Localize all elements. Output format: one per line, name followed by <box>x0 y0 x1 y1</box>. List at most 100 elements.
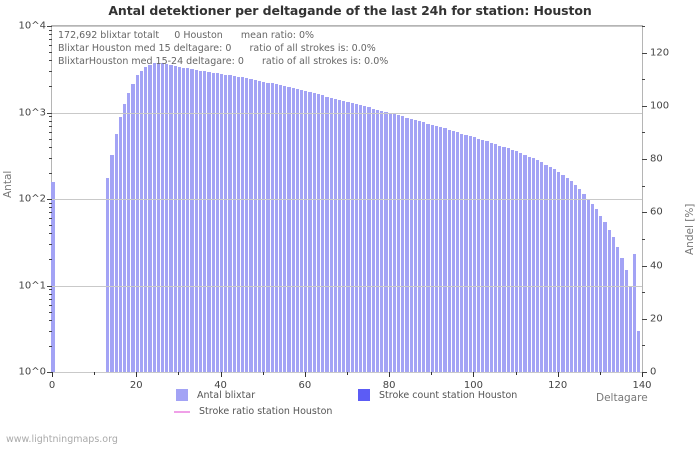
y-axis-left-minor-tick <box>49 120 52 122</box>
y-axis-left-tick <box>47 372 52 373</box>
y-axis-left-minor-tick <box>49 60 52 62</box>
bar <box>384 111 388 372</box>
bar <box>241 77 245 372</box>
y-axis-left-minor-tick <box>49 233 52 235</box>
bar <box>595 209 599 372</box>
bar <box>455 132 460 372</box>
bar <box>624 270 628 372</box>
bar <box>177 66 182 372</box>
bar <box>481 140 485 372</box>
bar <box>169 64 173 372</box>
x-axis-minor-tick <box>515 372 517 375</box>
y-axis-left-minor-tick <box>49 319 52 321</box>
legend-item[interactable]: Stroke count station Houston <box>358 389 517 401</box>
legend-swatch-icon <box>176 389 188 401</box>
bar <box>110 155 114 372</box>
bar <box>451 131 455 372</box>
bar <box>249 78 253 372</box>
bar <box>211 72 215 372</box>
legend-label: Antal blixtar <box>197 389 256 401</box>
y-axis-left-label: 10^4 <box>18 20 46 32</box>
bar <box>396 115 401 372</box>
bar <box>375 109 380 372</box>
bar <box>611 237 616 372</box>
bar <box>173 65 177 372</box>
bar <box>165 63 169 372</box>
y-axis-left-minor-tick <box>49 212 52 214</box>
gridline <box>52 26 642 27</box>
y-axis-left-tick <box>47 285 52 287</box>
plot-area: 10^4 10^3 10^2 10^1 10^0 120 100 80 60 40 20 0 0 20 40… <box>19 21 670 392</box>
x-axis-label: 100 <box>463 380 483 391</box>
bar <box>514 151 519 372</box>
bar <box>430 124 434 372</box>
y-axis-left-minor-tick <box>49 45 52 47</box>
bar <box>519 153 523 372</box>
bar <box>489 142 493 372</box>
bar <box>569 181 573 372</box>
y-axis-right-minor-tick <box>642 345 645 347</box>
bar <box>135 75 139 372</box>
bar <box>422 122 426 372</box>
bar <box>186 68 190 372</box>
y-axis-left-tick <box>47 26 52 27</box>
bar <box>405 117 409 372</box>
bar <box>527 156 531 372</box>
bar <box>409 118 413 372</box>
x-axis-minor-tick <box>262 372 264 375</box>
bar <box>190 69 194 372</box>
y-axis-right-tick <box>642 372 647 373</box>
bar <box>139 70 144 372</box>
bar <box>502 146 506 372</box>
bar <box>434 125 439 372</box>
y-axis-left-minor-tick <box>49 146 52 148</box>
bar-series-antal-blixtar <box>51 26 642 372</box>
bar <box>359 105 363 372</box>
bar <box>510 149 514 372</box>
y-axis-left-minor-tick <box>49 289 52 291</box>
bar <box>274 84 278 372</box>
y-axis-right-minor-tick <box>642 238 645 240</box>
x-axis-label: 0 <box>48 380 56 391</box>
y-axis-right-label: 120 <box>650 47 670 59</box>
y-axis-left-label: 10^1 <box>18 280 46 291</box>
bar <box>578 189 582 372</box>
bar <box>590 203 595 372</box>
bar <box>316 94 321 372</box>
bar <box>443 128 447 372</box>
gridline <box>52 285 642 287</box>
y-axis-right-label: 40 <box>650 260 663 272</box>
bar <box>540 162 544 372</box>
y-axis-right-minor-tick <box>642 79 645 81</box>
bar <box>144 67 148 372</box>
y-axis-left-minor-tick <box>49 225 52 227</box>
y-axis-left-minor-tick <box>49 131 52 133</box>
y-axis-left-tick <box>47 199 52 200</box>
bar <box>582 193 586 372</box>
legend-item[interactable]: Stroke ratio station Houston <box>174 406 332 417</box>
bar <box>304 91 308 372</box>
bar <box>544 164 548 372</box>
bar <box>300 90 304 372</box>
y-axis-left-minor-tick <box>49 311 52 313</box>
bar <box>333 98 337 372</box>
y-axis-left-minor-tick <box>49 157 52 159</box>
bar <box>257 80 262 372</box>
bar <box>557 172 561 372</box>
bar <box>236 76 241 372</box>
bar <box>603 222 607 372</box>
bar <box>350 102 354 372</box>
bar <box>607 229 611 372</box>
bar <box>329 97 333 372</box>
bar <box>418 121 422 372</box>
legend-swatch-icon <box>358 389 370 401</box>
bar <box>342 100 346 372</box>
chart-title: Antal detektioner per deltagande of the … <box>108 3 592 18</box>
y-axis-right-minor-tick <box>642 292 645 294</box>
bar <box>363 106 367 372</box>
bar <box>413 119 418 372</box>
y-axis-right-tick <box>642 52 647 54</box>
bar <box>620 257 624 372</box>
bar <box>637 330 641 372</box>
legend-item[interactable]: Antal blixtar <box>176 389 255 401</box>
